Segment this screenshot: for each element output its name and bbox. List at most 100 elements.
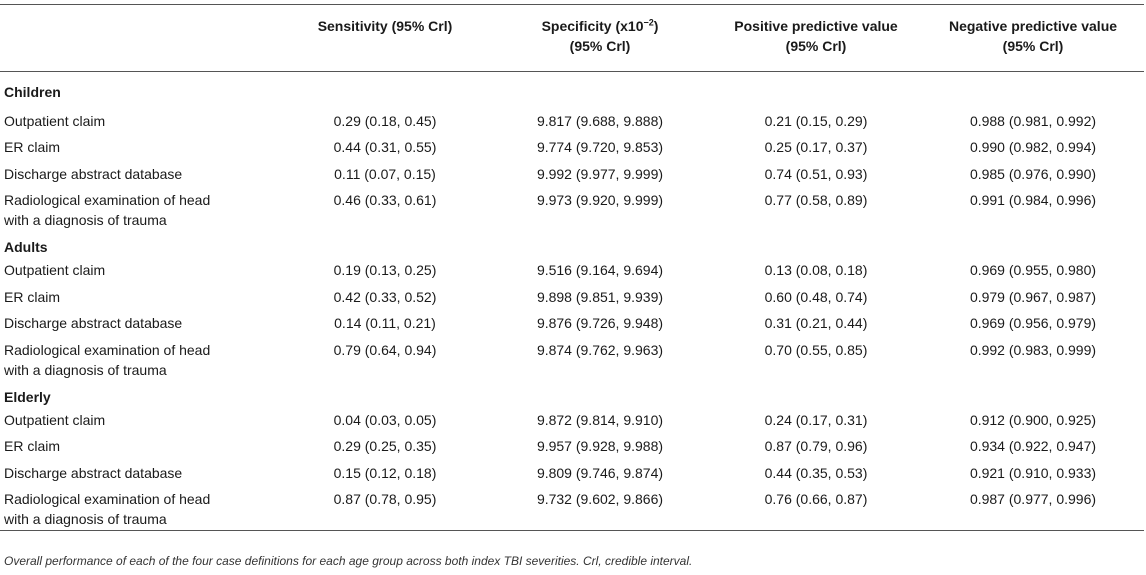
sensitivity-cell: 0.79 (0.64, 0.94)	[333, 341, 437, 358]
case-definition-cell: Outpatient claim	[0, 407, 280, 434]
group-title: Elderly	[4, 388, 51, 405]
case-definition-label: Radiological examination of head	[4, 491, 211, 507]
npv-cell: 0.992 (0.983, 0.999)	[969, 341, 1097, 358]
header-ppv-label: Positive predictive value	[734, 18, 898, 34]
ppv-cell: 0.24 (0.17, 0.31)	[764, 411, 868, 428]
table-row: Outpatient claim 0.29 (0.18, 0.45) 9.817 (…	[0, 108, 1144, 135]
ppv-cell: 0.60 (0.48, 0.74)	[764, 288, 868, 305]
header-specificity-label: Specificity (x10	[541, 18, 644, 34]
header-specificity-ci: (95% Crl)	[569, 38, 631, 54]
case-definition-label: ER claim	[4, 139, 61, 155]
table-header: Sensitivity (95% Crl) Specificity (x10−2…	[0, 4, 1144, 72]
case-definition-label: Outpatient claim	[4, 262, 106, 278]
table-row: ER claim 0.42 (0.33, 0.52) 9.898 (9.851, 9…	[0, 284, 1144, 311]
results-table: Sensitivity (95% Crl) Specificity (x10−2…	[0, 4, 1144, 531]
npv-cell: 0.921 (0.910, 0.933)	[969, 464, 1097, 481]
header-npv: Negative predictive value (95% Crl)	[922, 4, 1144, 72]
header-case-definition	[0, 4, 280, 72]
header-npv-ci: (95% Crl)	[1002, 38, 1064, 54]
sensitivity-cell: 0.14 (0.11, 0.21)	[334, 315, 436, 331]
table-row: Discharge abstract database 0.11 (0.07, 0…	[0, 161, 1144, 188]
npv-cell: 0.934 (0.922, 0.947)	[969, 438, 1097, 454]
case-definition-label: ER claim	[4, 438, 61, 454]
case-definition-cell: Radiological examination of head with a d…	[0, 337, 280, 381]
header-specificity-close: )	[653, 18, 659, 34]
ppv-cell: 0.25 (0.17, 0.37)	[764, 139, 868, 155]
case-definition-label: Discharge abstract database	[4, 315, 183, 331]
group-row-adults: Adults	[0, 231, 1144, 257]
case-definition-label-continued: with a diagnosis of trauma	[4, 511, 167, 527]
specificity-cell: 9.516 (9.164, 9.694)	[536, 262, 664, 278]
specificity-cell: 9.876 (9.726, 9.948)	[536, 315, 664, 331]
table-row: ER claim 0.44 (0.31, 0.55) 9.774 (9.720, 9…	[0, 134, 1144, 161]
sensitivity-cell: 0.11 (0.07, 0.15)	[334, 165, 436, 182]
sensitivity-cell: 0.15 (0.12, 0.18)	[333, 464, 437, 481]
npv-cell: 0.985 (0.976, 0.990)	[969, 165, 1097, 182]
table-footnote: Overall performance of each of the four …	[4, 554, 693, 568]
table-row: Outpatient claim 0.19 (0.13, 0.25) 9.516 (…	[0, 257, 1144, 284]
ppv-cell: 0.87 (0.79, 0.96)	[764, 438, 868, 454]
ppv-cell: 0.31 (0.21, 0.44)	[764, 315, 868, 331]
case-definition-cell: Discharge abstract database	[0, 460, 280, 487]
specificity-cell: 9.898 (9.851, 9.939)	[536, 288, 664, 305]
sensitivity-cell: 0.04 (0.03, 0.05)	[333, 411, 437, 428]
sensitivity-cell: 0.46 (0.33, 0.61)	[333, 192, 437, 208]
case-definition-label: Radiological examination of head	[4, 341, 211, 358]
ppv-cell: 0.13 (0.08, 0.18)	[764, 262, 868, 278]
sensitivity-cell: 0.29 (0.18, 0.45)	[333, 112, 437, 129]
specificity-cell: 9.872 (9.814, 9.910)	[536, 411, 664, 428]
npv-cell: 0.988 (0.981, 0.992)	[969, 112, 1097, 129]
ppv-cell: 0.74 (0.51, 0.93)	[764, 165, 868, 182]
group-row-children: Children	[0, 72, 1144, 108]
specificity-cell: 9.973 (9.920, 9.999)	[536, 192, 664, 208]
header-sensitivity: Sensitivity (95% Crl)	[280, 4, 490, 72]
npv-cell: 0.912 (0.900, 0.925)	[969, 411, 1097, 428]
table-row: Radiological examination of head with a d…	[0, 486, 1144, 531]
specificity-cell: 9.957 (9.928, 9.988)	[536, 438, 664, 454]
table-row: Outpatient claim 0.04 (0.03, 0.05) 9.872 (…	[0, 407, 1144, 434]
specificity-cell: 9.817 (9.688, 9.888)	[536, 112, 664, 129]
group-row-elderly: Elderly	[0, 381, 1144, 407]
sensitivity-cell: 0.29 (0.25, 0.35)	[333, 438, 437, 454]
header-npv-label: Negative predictive value	[948, 18, 1118, 34]
table-row: ER claim 0.29 (0.25, 0.35) 9.957 (9.928, 9…	[0, 433, 1144, 460]
npv-cell: 0.969 (0.956, 0.979)	[969, 315, 1097, 331]
case-definition-label: Discharge abstract database	[4, 464, 183, 481]
specificity-cell: 9.732 (9.602, 9.866)	[490, 486, 710, 531]
npv-cell: 0.969 (0.955, 0.980)	[969, 262, 1097, 278]
npv-cell: 0.991 (0.984, 0.996)	[969, 192, 1097, 208]
ppv-cell: 0.76 (0.66, 0.87)	[710, 486, 922, 531]
case-definition-cell: Outpatient claim	[0, 257, 280, 284]
header-specificity: Specificity (x10−2) (95% Crl)	[490, 4, 710, 72]
group-title: Children	[4, 84, 61, 100]
case-definition-cell: Radiological examination of head with a d…	[0, 486, 280, 531]
group-title: Adults	[4, 239, 48, 255]
npv-cell: 0.987 (0.977, 0.996)	[922, 486, 1144, 531]
case-definition-cell: Discharge abstract database	[0, 161, 280, 188]
ppv-cell: 0.77 (0.58, 0.89)	[764, 192, 868, 208]
case-definition-label: Discharge abstract database	[4, 165, 183, 182]
header-row: Sensitivity (95% Crl) Specificity (x10−2…	[0, 4, 1144, 72]
ppv-cell: 0.44 (0.35, 0.53)	[764, 464, 868, 481]
case-definition-cell: ER claim	[0, 134, 280, 161]
table-row: Radiological examination of head with a d…	[0, 337, 1144, 381]
sensitivity-cell: 0.87 (0.78, 0.95)	[280, 486, 490, 531]
specificity-cell: 9.874 (9.762, 9.963)	[536, 341, 664, 358]
case-definition-cell: Discharge abstract database	[0, 310, 280, 337]
sensitivity-cell: 0.19 (0.13, 0.25)	[333, 262, 437, 278]
header-ppv: Positive predictive value (95% Crl)	[710, 4, 922, 72]
results-table-container: Sensitivity (95% Crl) Specificity (x10−2…	[0, 4, 1144, 531]
table-row: Radiological examination of head with a d…	[0, 187, 1144, 231]
specificity-cell: 9.774 (9.720, 9.853)	[536, 139, 664, 155]
npv-cell: 0.990 (0.982, 0.994)	[969, 139, 1097, 155]
specificity-cell: 9.809 (9.746, 9.874)	[536, 464, 664, 481]
case-definition-label-continued: with a diagnosis of trauma	[4, 361, 167, 378]
ppv-cell: 0.70 (0.55, 0.85)	[764, 341, 868, 358]
sensitivity-cell: 0.44 (0.31, 0.55)	[333, 139, 437, 155]
sensitivity-cell: 0.42 (0.33, 0.52)	[333, 288, 437, 305]
case-definition-label-continued: with a diagnosis of trauma	[4, 212, 167, 228]
specificity-cell: 9.992 (9.977, 9.999)	[536, 165, 664, 182]
table-row: Discharge abstract database 0.14 (0.11, 0…	[0, 310, 1144, 337]
case-definition-label: Outpatient claim	[4, 411, 106, 428]
case-definition-label: ER claim	[4, 288, 61, 305]
